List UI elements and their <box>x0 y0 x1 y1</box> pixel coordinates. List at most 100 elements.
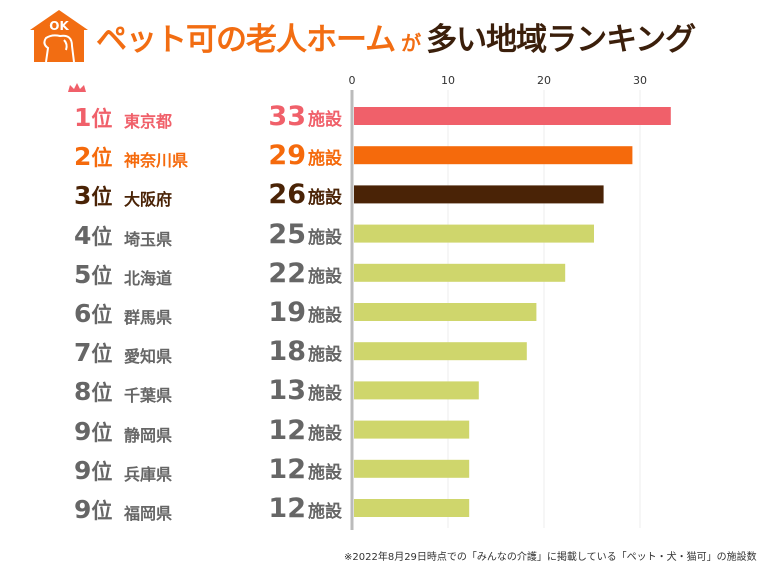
rank-number: 2 <box>74 142 92 172</box>
x-tick-label: 30 <box>633 74 647 87</box>
facility-count: 12 施設 <box>268 454 342 485</box>
count-unit: 施設 <box>308 384 342 405</box>
ranking-row: 4位 埼玉県 25 施設 <box>0 215 760 254</box>
count-value: 29 <box>268 140 306 172</box>
facility-count: 22 施設 <box>268 258 342 289</box>
rank-label: 3位 <box>74 181 112 211</box>
facility-count: 12 施設 <box>268 415 342 446</box>
facility-count: 13 施設 <box>268 375 342 406</box>
ranking-row: 5位 北海道 22 施設 <box>0 254 760 293</box>
rank-number: 5 <box>74 259 92 289</box>
rank-label: 9位 <box>74 456 112 486</box>
facility-count: 19 施設 <box>268 297 342 328</box>
rank-suffix: 位 <box>91 420 113 445</box>
facility-count: 12 施設 <box>268 493 342 524</box>
crown-icon <box>68 83 86 92</box>
bar <box>354 107 671 125</box>
rank-suffix: 位 <box>91 459 113 484</box>
prefecture-name: 群馬県 <box>124 308 173 327</box>
rank-number: 7 <box>74 338 92 368</box>
count-value: 22 <box>268 257 306 289</box>
prefecture-name: 神奈川県 <box>124 151 189 171</box>
count-unit: 施設 <box>308 110 342 130</box>
rank-number: 9 <box>74 416 92 446</box>
logo-house-dog-icon: OK <box>30 10 88 63</box>
ranking-row: 3位 大阪府 26 施設 <box>0 175 760 214</box>
bar <box>354 263 566 282</box>
rank-number: 6 <box>74 299 92 328</box>
rank-suffix: 位 <box>91 342 113 367</box>
rank-suffix: 位 <box>91 303 113 327</box>
svg-text:OK: OK <box>49 19 69 33</box>
count-value: 19 <box>268 297 306 328</box>
count-value: 12 <box>268 453 306 485</box>
prefecture-name: 大阪府 <box>124 190 173 210</box>
rank-number: 4 <box>74 220 92 250</box>
count-value: 12 <box>268 493 306 524</box>
rank-suffix: 位 <box>91 381 113 406</box>
ranking-row: 8位 千葉県 13 施設 <box>0 371 760 410</box>
count-value: 13 <box>268 375 306 407</box>
title-rest: 多い地域ランキング <box>426 22 696 58</box>
prefecture-name: 愛知県 <box>124 347 173 367</box>
ranking-row: 9位 福岡県 12 施設 <box>0 489 760 528</box>
x-tick-label: 20 <box>537 74 551 87</box>
x-tick-label: 0 <box>349 74 356 87</box>
count-unit: 施設 <box>308 462 342 483</box>
x-tick-label: 10 <box>441 74 455 87</box>
prefecture-name: 埼玉県 <box>124 229 173 249</box>
count-unit: 施設 <box>308 188 342 209</box>
facility-count: 29 施設 <box>268 140 342 171</box>
facility-count: 33 施設 <box>268 101 342 132</box>
bar <box>354 499 470 517</box>
rank-number: 8 <box>74 377 92 407</box>
count-unit: 施設 <box>308 502 342 522</box>
prefecture-name: 福岡県 <box>124 504 173 523</box>
rank-label: 6位 <box>74 299 112 329</box>
rank-suffix: 位 <box>91 263 113 288</box>
bar <box>354 381 479 400</box>
bar <box>354 303 537 321</box>
rank-label: 5位 <box>74 260 112 290</box>
ranking-row: 1位 東京都 33 施設 <box>0 97 760 136</box>
rank-label: 9位 <box>74 417 112 447</box>
prefecture-name: 北海道 <box>124 268 173 288</box>
count-value: 12 <box>268 414 306 446</box>
count-unit: 施設 <box>308 266 342 287</box>
rank-label: 2位 <box>74 142 112 172</box>
title-main: ペット可の老人ホーム <box>96 22 396 58</box>
footnote: ※2022年8月29日時点での「みんなの介護」に掲載している「ペット・犬・猫可」… <box>344 552 757 563</box>
rank-suffix: 位 <box>91 499 113 523</box>
prefecture-name: 兵庫県 <box>124 464 173 484</box>
page-title: ペット可の老人ホームが多い地域ランキング <box>96 14 696 59</box>
ranking-row: 9位 静岡県 12 施設 <box>0 411 760 450</box>
bar <box>354 459 470 478</box>
count-value: 18 <box>268 336 306 368</box>
bar <box>354 420 470 439</box>
title-particle: が <box>401 31 421 55</box>
ranking-row: 7位 愛知県 18 施設 <box>0 332 760 371</box>
count-unit: 施設 <box>308 306 342 326</box>
rank-suffix: 位 <box>91 146 113 171</box>
rank-number: 1 <box>74 103 92 132</box>
count-unit: 施設 <box>308 423 342 444</box>
rank-label: 4位 <box>74 221 112 251</box>
rank-number: 9 <box>74 455 92 485</box>
bar <box>354 185 604 204</box>
bar <box>354 342 527 361</box>
rank-suffix: 位 <box>91 224 113 249</box>
count-value: 33 <box>268 101 306 132</box>
prefecture-name: 東京都 <box>124 112 173 131</box>
bar <box>354 146 633 165</box>
rank-suffix: 位 <box>91 107 113 131</box>
count-unit: 施設 <box>308 345 342 366</box>
ranking-row: 9位 兵庫県 12 施設 <box>0 450 760 489</box>
rank-label: 7位 <box>74 338 112 368</box>
prefecture-name: 千葉県 <box>124 386 173 406</box>
rank-label: 9位 <box>74 495 112 525</box>
facility-count: 26 施設 <box>268 179 342 210</box>
rank-label: 8位 <box>74 377 112 407</box>
ranking-row: 2位 神奈川県 29 施設 <box>0 136 760 175</box>
